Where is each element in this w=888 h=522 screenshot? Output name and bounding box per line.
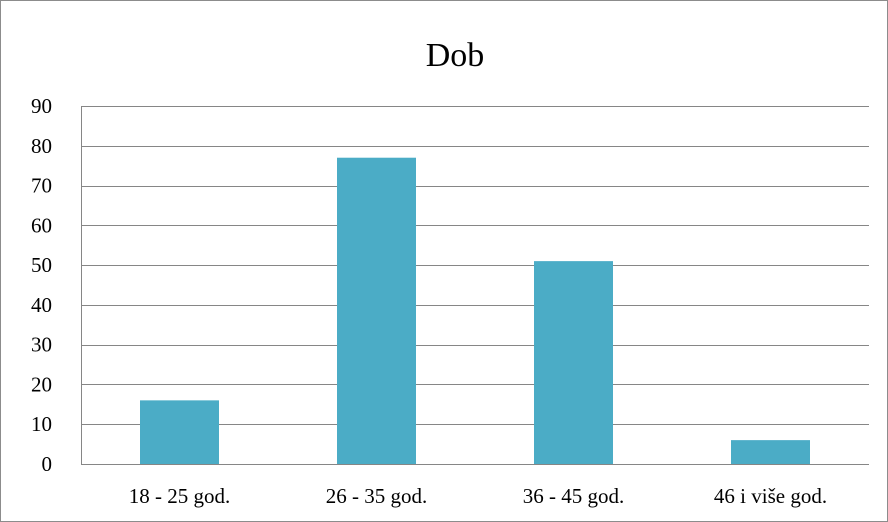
y-tick-label: 20 — [31, 372, 52, 396]
x-tick-label: 36 - 45 god. — [523, 484, 625, 508]
bar — [534, 261, 613, 464]
bar — [731, 440, 810, 464]
x-tick-label: 46 i više god. — [714, 484, 827, 508]
y-tick-label: 90 — [31, 94, 52, 118]
x-tick-labels: 18 - 25 god. 26 - 35 god. 36 - 45 god. 46 i… — [129, 484, 827, 508]
y-tick-label: 0 — [42, 452, 53, 476]
bar — [337, 157, 416, 464]
grid-lines — [81, 106, 869, 425]
y-tick-label: 10 — [31, 412, 52, 436]
x-tick-label: 26 - 35 god. — [326, 484, 428, 508]
y-tick-label: 30 — [31, 333, 52, 357]
bars — [140, 157, 810, 464]
y-tick-label: 80 — [31, 134, 52, 158]
y-tick-label: 40 — [31, 293, 52, 317]
y-tick-label: 70 — [31, 174, 52, 198]
y-tick-label: 50 — [31, 253, 52, 277]
axes — [81, 106, 869, 465]
chart-title: Dob — [426, 37, 485, 74]
y-tick-labels: 0 10 20 30 40 50 60 70 80 90 — [31, 94, 52, 476]
x-tick-label: 18 - 25 god. — [129, 484, 231, 508]
y-tick-label: 60 — [31, 213, 52, 237]
bar — [140, 400, 219, 464]
